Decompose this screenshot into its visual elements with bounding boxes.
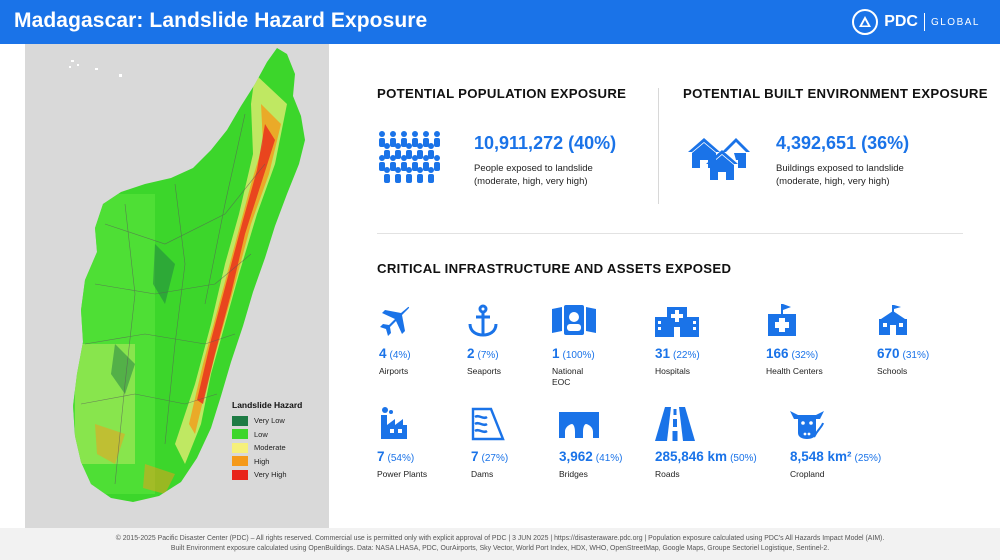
built-exposure-title: POTENTIAL BUILT ENVIRONMENT EXPOSURE [683,86,988,101]
asset-label: Bridges [559,469,588,479]
people-icon [377,130,467,191]
asset-label: National EOC [552,366,584,387]
logo-divider [923,13,925,31]
asset-value: 166 [766,346,789,361]
dam-icon [471,406,581,442]
legend-label: Moderate [254,443,286,453]
asset-dams: 7 (27%) Dams [471,406,581,480]
asset-value: 31 [655,346,671,361]
buildings-icon [688,136,750,187]
asset-label: Airports [379,366,409,376]
section-divider-horizontal [377,233,963,234]
legend-swatch [232,456,248,467]
anchor-icon [467,303,577,339]
built-value: 4,392,651 (36%) [776,133,910,153]
health-center-icon [766,303,876,339]
pdc-logo-icon [852,9,879,35]
legend-swatch [232,442,248,453]
legend-swatch [232,415,248,426]
asset-value: 285,846 km [655,449,728,464]
population-value: 10,911,272 (40%) [474,133,617,153]
asset-value: 1 [552,346,560,361]
footer-credits: © 2015-2025 Pacific Disaster Center (PDC… [0,528,1000,560]
asset-label: Cropland [790,469,825,479]
asset-percent: (41%) [595,453,623,464]
population-desc: People exposed to landslide (moderate, h… [474,162,593,188]
asset-percent: (27%) [481,453,509,464]
logo-subtext: GLOBAL [930,16,980,28]
hospital-icon [655,303,765,339]
asset-roads: 285,846 km (50%) Roads [655,406,785,480]
power-plant-icon [377,406,487,442]
asset-label: Schools [877,366,908,376]
footer-line2: Built Environment exposure calculated us… [170,545,830,552]
header-bar: Madagascar: Landslide Hazard Exposure PD… [0,0,1000,44]
asset-power-plants: 7 (54%) Power Plants [377,406,487,480]
road-icon [655,406,785,442]
population-desc-line2: (moderate, high, very high) [474,176,588,187]
asset-bridges: 3,962 (41%) Bridges [559,406,669,480]
asset-airports: 4 (4%) Airports [379,303,489,377]
asset-percent: (7%) [477,350,499,361]
legend-label: Very Low [254,416,285,426]
cropland-icon [790,406,920,442]
asset-percent: (32%) [791,350,819,361]
legend-item: Very Low [232,414,322,428]
asset-label: Roads [655,469,680,479]
legend-label: Very High [254,470,287,480]
asset-percent: (4%) [389,350,411,361]
asset-schools: 670 (31%) Schools [877,303,987,377]
asset-value: 7 [377,449,385,464]
logo-text: PDC [884,13,918,30]
asset-label: Seaports [467,366,502,376]
legend-swatch [232,429,248,440]
asset-label: Power Plants [377,469,428,479]
asset-seaports: 2 (7%) Seaports [467,303,577,377]
map-legend: Landslide Hazard Very Low Low Moderate H… [232,400,322,482]
legend-label: High [254,456,270,466]
asset-percent: (100%) [562,350,595,361]
asset-label: Dams [471,469,494,479]
pdc-logo: PDC GLOBAL [852,8,980,36]
asset-health-centers: 166 (32%) Health Centers [766,303,876,377]
asset-hospitals: 31 (22%) Hospitals [655,303,765,377]
asset-percent: (22%) [673,350,700,361]
section-divider-vertical [658,88,659,204]
legend-title: Landslide Hazard [232,400,303,410]
page-title: Madagascar: Landslide Hazard Exposure [14,9,428,32]
asset-value: 3,962 [559,449,593,464]
legend-item: Very High [232,468,322,482]
population-desc-line1: People exposed to landslide [474,163,593,174]
eoc-icon [552,303,622,339]
asset-value: 7 [471,449,479,464]
infrastructure-title: CRITICAL INFRASTRUCTURE AND ASSETS EXPOS… [377,261,732,276]
asset-value: 4 [379,346,387,361]
population-exposure-title: POTENTIAL POPULATION EXPOSURE [377,86,627,101]
madagascar-map-graphic [69,48,305,502]
built-desc-line1: Buildings exposed to landslide [776,163,904,174]
asset-value: 2 [467,346,475,361]
asset-percent: (54%) [387,453,415,464]
legend-item: Low [232,428,322,442]
asset-value: 8,548 km² [790,449,852,464]
built-desc: Buildings exposed to landslide (moderate… [776,162,904,188]
legend-item: Moderate [232,441,322,455]
asset-value: 670 [877,346,900,361]
airplane-icon [379,303,489,339]
asset-label: Health Centers [766,366,823,376]
hazard-map: Landslide Hazard Very Low Low Moderate H… [25,44,329,528]
built-desc-line2: (moderate, high, very high) [776,176,890,187]
legend-swatch [232,469,248,480]
bridge-icon [559,406,669,442]
footer-line1: © 2015-2025 Pacific Disaster Center (PDC… [115,535,885,542]
asset-percent: (25%) [854,453,882,464]
asset-cropland: 8,548 km² (25%) Cropland [790,406,920,480]
school-icon [877,303,987,339]
legend-item: High [232,455,322,469]
asset-label: Hospitals [655,366,690,376]
asset-percent: (50%) [730,453,757,464]
asset-percent: (31%) [902,350,930,361]
legend-label: Low [254,429,268,439]
asset-national-eoc: 1 (100%) National EOC [552,303,622,388]
